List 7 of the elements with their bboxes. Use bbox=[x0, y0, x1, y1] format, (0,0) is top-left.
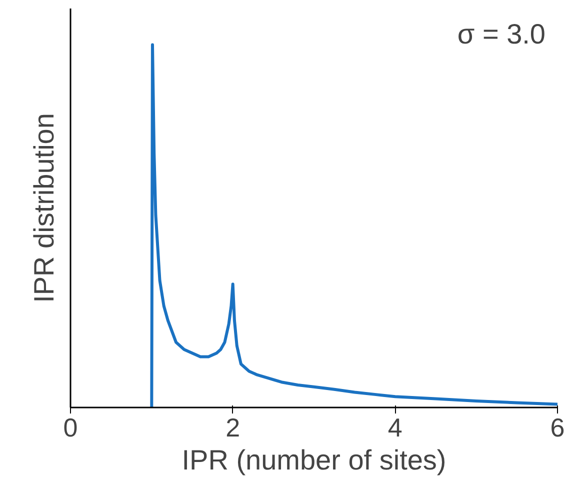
y-axis-title: IPR distribution bbox=[28, 113, 60, 303]
x-tick-label: 0 bbox=[63, 412, 78, 442]
x-tick-label: 4 bbox=[388, 412, 402, 442]
x-tick-label: 6 bbox=[550, 412, 565, 442]
x-tick-label: 2 bbox=[226, 412, 240, 442]
annotation: σ = 3.0 bbox=[457, 18, 546, 50]
x-axis-title: IPR (number of sites) bbox=[182, 444, 446, 476]
